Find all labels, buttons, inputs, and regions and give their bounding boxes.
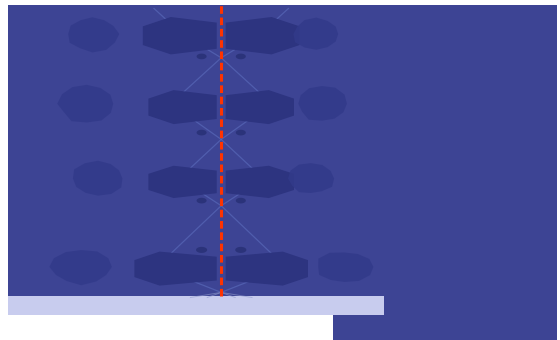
- Polygon shape: [148, 166, 217, 198]
- Polygon shape: [148, 90, 217, 124]
- Polygon shape: [226, 166, 294, 198]
- Polygon shape: [288, 163, 334, 193]
- Polygon shape: [197, 198, 207, 203]
- Polygon shape: [143, 17, 217, 54]
- Polygon shape: [196, 247, 207, 253]
- Polygon shape: [57, 85, 113, 122]
- Polygon shape: [235, 247, 246, 253]
- Bar: [336, 5, 557, 124]
- Polygon shape: [236, 54, 246, 59]
- Polygon shape: [49, 250, 112, 285]
- Bar: [8, 296, 384, 314]
- Polygon shape: [134, 252, 217, 286]
- Polygon shape: [226, 252, 308, 286]
- Polygon shape: [298, 86, 347, 121]
- Polygon shape: [226, 17, 300, 54]
- Polygon shape: [236, 198, 246, 203]
- Polygon shape: [293, 18, 338, 50]
- Polygon shape: [197, 54, 207, 59]
- Polygon shape: [68, 17, 119, 52]
- Polygon shape: [197, 130, 207, 135]
- Bar: [333, 124, 557, 340]
- Polygon shape: [226, 90, 294, 124]
- Polygon shape: [73, 161, 123, 196]
- Polygon shape: [318, 252, 374, 282]
- Bar: [8, 5, 384, 315]
- Polygon shape: [236, 130, 246, 135]
